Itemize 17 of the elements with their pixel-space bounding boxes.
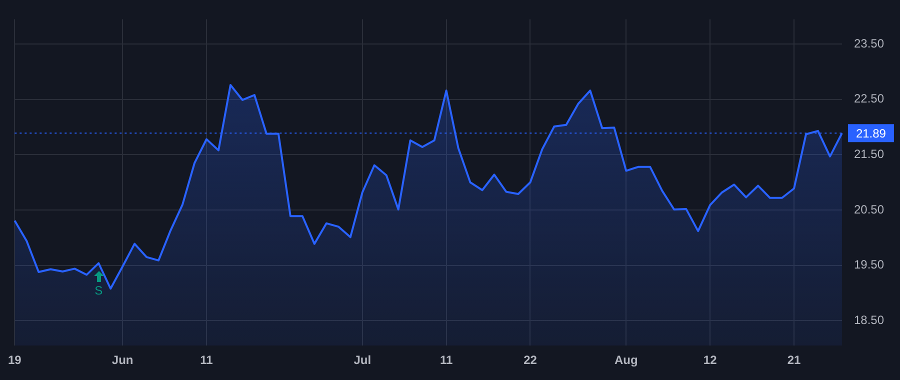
x-tick-label: 21	[787, 353, 802, 368]
x-tick-label: 22	[524, 353, 538, 368]
x-tick-label: 12	[703, 353, 718, 368]
y-tick-label: 22.50	[854, 92, 884, 106]
x-tick-label: 19	[8, 353, 22, 368]
y-tick-label: 19.50	[854, 258, 884, 272]
y-tick-label: 23.50	[854, 36, 884, 50]
x-tick-label: 11	[440, 353, 453, 368]
x-tick-label: Jun	[112, 353, 134, 368]
y-tick-label: 20.50	[854, 202, 884, 216]
y-tick-label: 18.50	[854, 313, 884, 328]
x-tick-label: Jul	[354, 353, 372, 368]
x-tick-label: 11	[200, 353, 214, 368]
y-tick-label: 21.50	[854, 147, 884, 162]
ref-line-label: 21.89	[856, 126, 886, 140]
annotation: S	[94, 283, 103, 298]
x-tick-label: Aug	[614, 353, 638, 368]
